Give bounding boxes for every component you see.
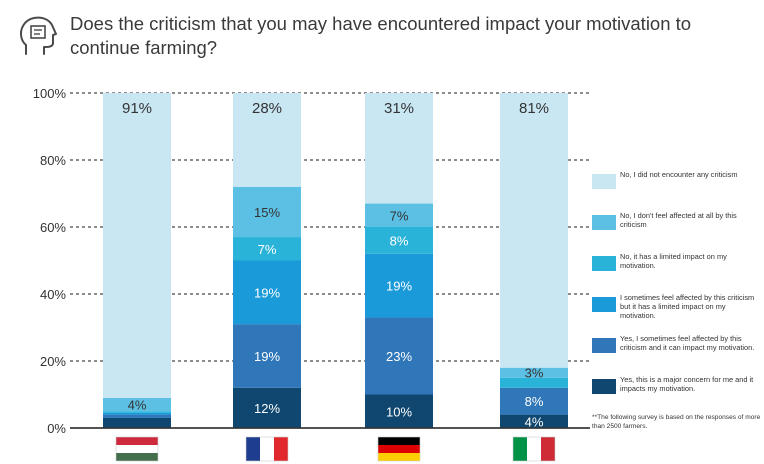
legend-swatch: [592, 379, 616, 394]
bar-segment: [365, 317, 433, 395]
legend-label: Yes, I sometimes feel affected by this c…: [620, 334, 755, 352]
legend-item: Yes, I sometimes feel affected by this c…: [592, 332, 762, 373]
data-label: 81%: [519, 100, 549, 117]
bar-segment: [500, 387, 568, 415]
bar-segment: [103, 397, 171, 412]
flag-border: [245, 436, 289, 462]
data-label: 4%: [525, 414, 544, 429]
bar-segment: [103, 412, 171, 415]
data-label: 4%: [128, 398, 147, 413]
legend-item: No, I don't feel affected at all by this…: [592, 209, 762, 250]
bar-segment: [365, 253, 433, 318]
flag-stripe: [116, 445, 158, 453]
flag-hungary: [115, 436, 159, 462]
legend-label: No, I did not encounter any criticism: [620, 170, 738, 179]
y-tick-label: 20%: [40, 354, 66, 369]
flag-stripe: [527, 437, 541, 461]
flag-stripe: [246, 437, 260, 461]
data-label: 7%: [390, 208, 409, 223]
survey-footnote: **The following survey is based on the r…: [592, 414, 761, 430]
bar-segment: [103, 93, 171, 398]
legend-item: Yes, this is a major concern for me and …: [592, 373, 762, 414]
bar-segment: [500, 367, 568, 378]
flag-stripe: [274, 437, 288, 461]
bar-segment: [365, 93, 433, 204]
data-label: 31%: [384, 100, 414, 117]
bar-segment: [365, 203, 433, 227]
data-label: 7%: [258, 242, 277, 257]
legend-item: No, I did not encounter any criticism: [592, 168, 762, 209]
data-label: 23%: [386, 349, 412, 364]
flag-stripe: [116, 437, 158, 445]
legend: No, I did not encounter any criticism No,…: [592, 168, 762, 414]
flag-stripe: [513, 437, 527, 461]
data-label: 8%: [390, 233, 409, 248]
flag-italy: [512, 436, 556, 462]
data-label: 15%: [254, 205, 280, 220]
data-label: 28%: [252, 100, 282, 117]
legend-item: I sometimes feel affected by this critic…: [592, 291, 762, 332]
flag-germany: [377, 436, 421, 462]
bar-segment: [233, 324, 301, 388]
data-label: 19%: [254, 349, 280, 364]
bar-segment: [500, 377, 568, 388]
flag-border: [512, 436, 556, 462]
y-tick-label: 60%: [40, 220, 66, 235]
data-label: 91%: [122, 100, 152, 117]
head-profile-icon: [20, 16, 57, 55]
flag-france: [245, 436, 289, 462]
bar-segment: [500, 414, 568, 428]
flag-stripe: [260, 437, 274, 461]
legend-swatch: [592, 256, 616, 271]
y-tick-label: 40%: [40, 287, 66, 302]
flag-border: [115, 436, 159, 462]
data-label: 10%: [386, 404, 412, 419]
legend-label: I sometimes feel affected by this critic…: [620, 293, 755, 320]
y-tick-label: 100%: [33, 86, 67, 101]
bar-segment: [233, 186, 301, 238]
bar-segment: [233, 237, 301, 261]
bar-segment: [233, 260, 301, 325]
data-label: 19%: [386, 279, 412, 294]
data-label: 12%: [254, 401, 280, 416]
legend-swatch: [592, 338, 616, 353]
legend-swatch: [592, 215, 616, 230]
bar-segment: [103, 417, 171, 428]
flag-stripe: [378, 445, 420, 453]
bar-segment: [103, 414, 171, 418]
legend-label: Yes, this is a major concern for me and …: [620, 375, 754, 393]
stacked-bar-chart: 0% 20% 40% 60% 80% 100% 4% 91% 12% 19% 19% 7% 15% 28%…: [33, 86, 590, 462]
flag-stripe: [378, 437, 420, 445]
data-label: 19%: [254, 285, 280, 300]
bar-segment: [365, 227, 433, 254]
bar-segment: [233, 387, 301, 428]
bar-segment: [500, 93, 568, 368]
y-tick-label: 0%: [47, 421, 66, 436]
flag-stripe: [116, 453, 158, 461]
data-label: 8%: [525, 394, 544, 409]
flag-stripe: [541, 437, 555, 461]
bar-segment: [103, 411, 171, 413]
flag-border: [377, 436, 421, 462]
legend-label: No, I don't feel affected at all by this…: [620, 211, 737, 229]
data-label: 3%: [525, 366, 544, 381]
bar-segment: [365, 394, 433, 428]
flag-stripe: [378, 453, 420, 461]
legend-item: No, it has a limited impact on my motiva…: [592, 250, 762, 291]
bar-segment: [233, 93, 301, 187]
legend-swatch: [592, 297, 616, 312]
legend-swatch: [592, 174, 616, 189]
legend-label: No, it has a limited impact on my motiva…: [620, 252, 727, 270]
chart-title: Does the criticism that you may have enc…: [70, 13, 692, 58]
y-tick-label: 80%: [40, 153, 66, 168]
